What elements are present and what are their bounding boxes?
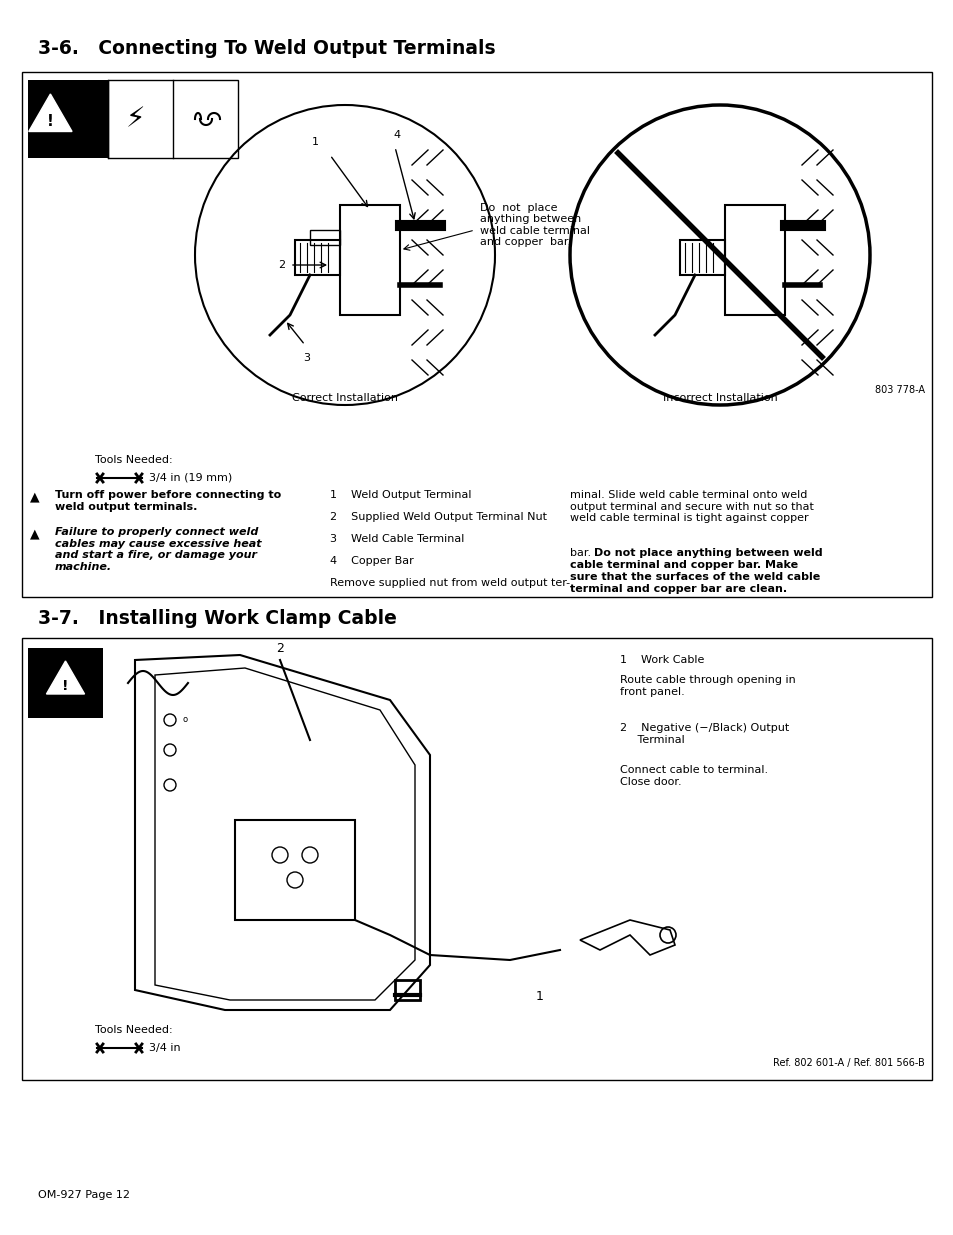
Bar [724,205,784,315]
Text: 1    Work Cable: 1 Work Cable [619,655,703,664]
Text: 4    Copper Bar: 4 Copper Bar [330,556,414,566]
Bar [395,981,419,1000]
Text: bar.: bar. [569,548,594,558]
Text: 4: 4 [393,130,400,140]
Text: 3/4 in: 3/4 in [149,1044,180,1053]
Bar [339,205,399,315]
Bar [310,230,339,245]
Text: Connect cable to terminal.
Close door.: Connect cable to terminal. Close door. [619,764,767,787]
Text: Incorrect Installation: Incorrect Installation [662,393,777,403]
Text: 3-6.   Connecting To Weld Output Terminals: 3-6. Connecting To Weld Output Terminals [38,38,496,58]
Text: sure that the surfaces of the weld cable: sure that the surfaces of the weld cable [569,572,820,582]
Bar [234,820,355,920]
Bar [22,72,931,597]
Text: Tools Needed:: Tools Needed: [95,454,172,466]
Text: !: ! [47,115,53,130]
Text: ▲: ▲ [30,490,40,503]
Text: Ref. 802 601-A / Ref. 801 566-B: Ref. 802 601-A / Ref. 801 566-B [773,1058,924,1068]
Text: 3    Weld Cable Terminal: 3 Weld Cable Terminal [330,534,464,543]
Bar [28,80,108,158]
Text: Remove supplied nut from weld output ter-: Remove supplied nut from weld output ter… [330,578,570,588]
Text: Turn off power before connecting to
weld output terminals.: Turn off power before connecting to weld… [55,490,281,511]
Bar [22,638,931,1079]
Text: Do  not  place
anything between
weld cable terminal
and copper  bar.: Do not place anything between weld cable… [479,203,589,247]
Text: o: o [183,715,188,725]
Bar [108,80,237,158]
Text: ▲: ▲ [30,527,40,540]
Text: Correct Installation: Correct Installation [292,393,397,403]
Bar [294,240,339,275]
Text: 3/4 in (19 mm): 3/4 in (19 mm) [149,473,232,483]
Text: 2    Supplied Weld Output Terminal Nut: 2 Supplied Weld Output Terminal Nut [330,513,546,522]
Text: cable terminal and copper bar. Make: cable terminal and copper bar. Make [569,559,798,571]
Text: Failure to properly connect weld
cables may cause excessive heat
and start a fir: Failure to properly connect weld cables … [55,527,261,572]
Text: 3-7.   Installing Work Clamp Cable: 3-7. Installing Work Clamp Cable [38,609,396,627]
Text: ⚡: ⚡ [126,105,146,133]
Bar [679,240,724,275]
Text: Route cable through opening in
front panel.: Route cable through opening in front pan… [619,676,795,697]
Text: terminal and copper bar are clean.: terminal and copper bar are clean. [569,584,786,594]
Text: 2: 2 [278,261,285,270]
Text: 2    Negative (−/Black) Output
     Terminal: 2 Negative (−/Black) Output Terminal [619,722,788,745]
Text: minal. Slide weld cable terminal onto weld
output terminal and secure with nut s: minal. Slide weld cable terminal onto we… [569,490,813,524]
Text: 1: 1 [536,990,543,1003]
Text: Tools Needed:: Tools Needed: [95,1025,172,1035]
Text: 2: 2 [275,642,284,655]
Text: OM-927 Page 12: OM-927 Page 12 [38,1191,130,1200]
Text: Do not place anything between weld: Do not place anything between weld [594,548,821,558]
Bar [28,648,103,718]
Text: !: ! [62,679,69,693]
Text: 1    Weld Output Terminal: 1 Weld Output Terminal [330,490,471,500]
Text: 1: 1 [312,137,318,147]
Text: 3: 3 [303,353,310,363]
Text: 803 778-A: 803 778-A [874,385,924,395]
